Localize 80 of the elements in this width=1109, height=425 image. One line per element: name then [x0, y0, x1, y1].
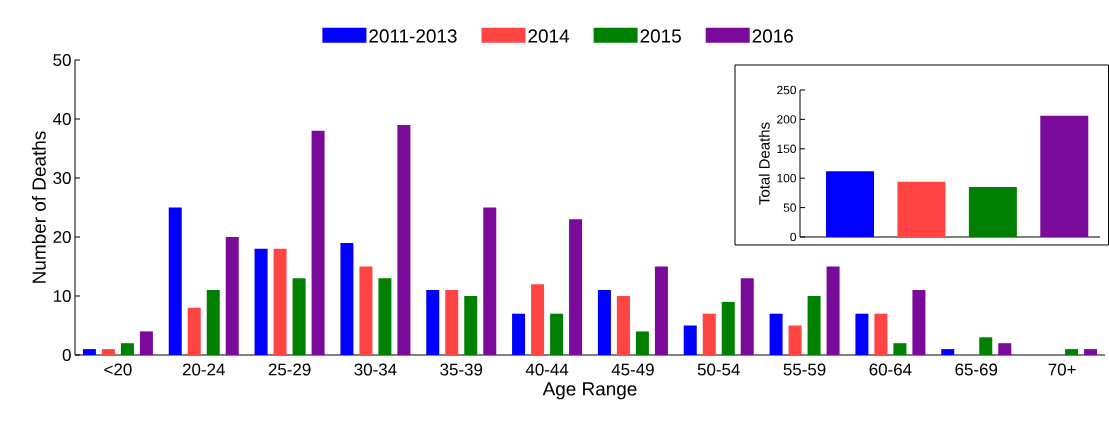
x-tick-label: 50-54 — [697, 363, 740, 376]
bar — [483, 207, 497, 355]
bar — [512, 313, 526, 355]
bar — [979, 337, 993, 355]
bar — [359, 266, 373, 355]
bar — [769, 313, 783, 355]
y-tick-label: 20 — [53, 231, 71, 243]
x-tick-label: 35-39 — [440, 363, 483, 376]
bar — [426, 290, 440, 355]
x-tick-label: 20-24 — [182, 363, 225, 376]
bar — [168, 207, 182, 355]
x-tick-label: 40-44 — [525, 363, 569, 376]
bar — [82, 349, 96, 355]
bar — [397, 124, 411, 355]
legend-label: 2016 — [752, 29, 793, 43]
x-axis-title: Age Range — [542, 382, 637, 400]
bar — [968, 187, 1017, 237]
bar — [635, 331, 649, 355]
bar — [1065, 349, 1079, 355]
bar — [998, 343, 1012, 355]
y-tick-label: 30 — [53, 172, 71, 184]
legend-label: 2015 — [640, 29, 681, 43]
y-tick-label: 50 — [783, 203, 797, 212]
bar — [616, 296, 630, 355]
bar — [788, 325, 802, 355]
bar — [654, 266, 668, 355]
x-tick-label: <20 — [104, 363, 132, 376]
bar — [531, 284, 545, 355]
y-axis-title: Total Deaths — [758, 122, 770, 205]
bar — [683, 325, 697, 355]
x-tick-label: 45-49 — [611, 363, 654, 376]
legend-label: 2014 — [528, 29, 570, 43]
bar — [225, 237, 239, 355]
bar — [206, 290, 220, 355]
x-tick-label: 60-64 — [869, 363, 912, 376]
bar — [254, 248, 268, 355]
x-tick-label: 30-34 — [354, 363, 397, 376]
x-tick-label: 25-29 — [268, 363, 311, 376]
bar — [101, 349, 115, 355]
bar — [273, 248, 287, 355]
bar — [874, 313, 888, 355]
x-tick-label: 65-69 — [955, 363, 998, 376]
bar — [897, 181, 946, 237]
bar — [826, 171, 875, 237]
bar — [187, 307, 201, 355]
bar — [1040, 115, 1089, 237]
y-tick-label: 10 — [53, 290, 71, 302]
y-tick-label: 0 — [62, 349, 71, 361]
bar — [340, 242, 354, 355]
legend-label: 2011-2013 — [369, 29, 457, 43]
bar — [569, 219, 583, 355]
x-tick-label: 70+ — [1048, 363, 1076, 376]
bar — [740, 278, 754, 355]
y-tick-label: 40 — [53, 113, 71, 125]
bar — [120, 343, 134, 355]
bar — [702, 313, 716, 355]
bar — [912, 290, 926, 355]
bar — [378, 278, 392, 355]
y-tick-label: 200 — [777, 115, 797, 124]
x-tick-label: 55-59 — [783, 363, 826, 376]
bar — [550, 313, 564, 355]
bar — [464, 296, 478, 355]
y-tick-label: 250 — [777, 85, 797, 95]
bar — [597, 290, 611, 355]
bar — [139, 331, 153, 355]
bar — [445, 290, 459, 355]
y-tick-label: 50 — [53, 54, 71, 66]
bar — [855, 313, 869, 355]
y-tick-label: 100 — [777, 173, 797, 183]
bar — [893, 343, 907, 355]
bar — [311, 130, 325, 355]
bar — [807, 296, 821, 355]
y-tick-label: 0 — [790, 232, 797, 242]
y-tick-label: 150 — [777, 144, 797, 154]
bar — [826, 266, 840, 355]
bar — [1084, 349, 1098, 355]
bar — [721, 301, 735, 355]
bar — [941, 349, 955, 355]
y-axis-title: Number of Deaths — [31, 131, 46, 283]
bar — [292, 278, 306, 355]
